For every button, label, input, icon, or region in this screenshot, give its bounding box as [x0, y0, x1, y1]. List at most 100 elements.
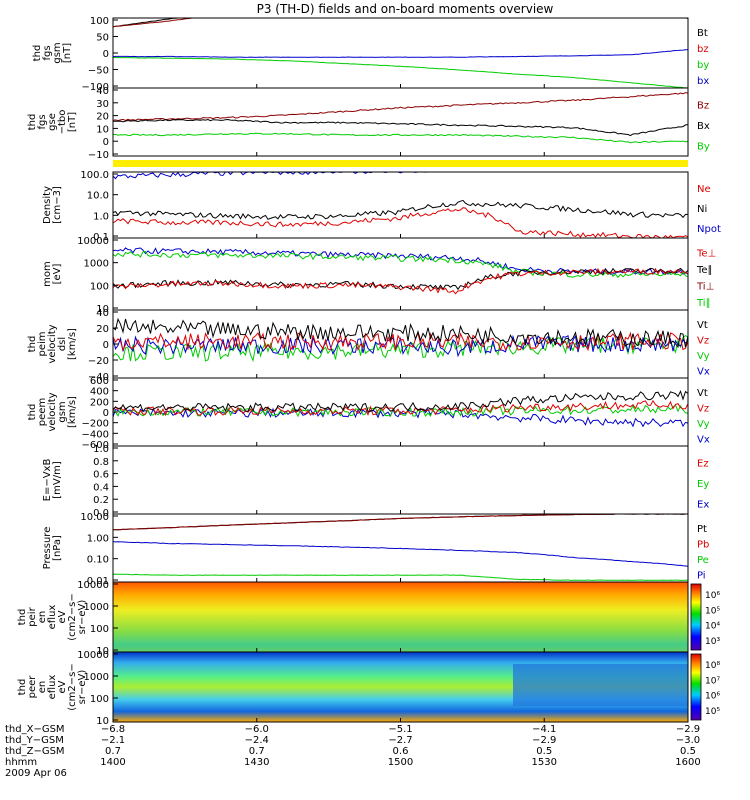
y-tick-label: 10: [96, 716, 109, 727]
y-tick-label: 600: [90, 376, 109, 387]
y-axis-label: gse: [47, 113, 58, 131]
y-tick-label: 30: [96, 99, 109, 110]
y-axis-label: [mV/m]: [52, 461, 63, 499]
y-tick-label: −400: [82, 429, 109, 440]
legend-vt: Vt: [697, 388, 708, 399]
y-tick-label: 1.0: [93, 444, 109, 455]
y-tick-label: 0.8: [93, 457, 109, 468]
legend-vt: Vt: [697, 320, 708, 331]
x-row-value: 0.7: [249, 746, 265, 757]
y-tick-label: 100: [90, 624, 109, 635]
panel-5: 40 20 0 −20 −40 thd peim velocity dsl [km/s] Vt Vz V…: [27, 308, 710, 383]
x-row-label: hhmm: [5, 757, 37, 768]
series-line-vz: [112, 331, 689, 352]
panel-frame: [112, 445, 689, 515]
series-line-ne: [112, 207, 689, 239]
y-tick-label: 50: [96, 33, 109, 44]
colorbar-tick: 10⁵: [705, 606, 720, 616]
y-axis-label: peim: [37, 331, 48, 356]
panel-7: 1.0 0.8 0.60.4 0.2 0.0 E=−VxB [mV/m] Ez Ey Ex: [42, 444, 709, 519]
series-line-pi: [112, 541, 689, 567]
y-axis-label: eV: [57, 680, 68, 693]
y-tick-label: −200: [82, 419, 109, 430]
legend-vz: Vz: [697, 335, 709, 346]
series-line-bt: [112, 17, 689, 28]
y-tick-label: 0: [103, 49, 109, 60]
y-axis-label: thd: [17, 679, 28, 696]
y-tick-label: 0.2: [93, 495, 109, 506]
legend-by: by: [697, 60, 709, 71]
x-row-value: −2.9: [676, 724, 700, 735]
colorbar-tick: 10⁶: [705, 692, 720, 702]
y-axis-label: −tbo: [57, 110, 68, 135]
x-row-label: thd_Z−GSM: [5, 746, 65, 757]
y-tick-label: 1000: [84, 602, 109, 613]
date-label: 2009 Apr 06: [5, 768, 67, 779]
x-row-value: 0.5: [680, 746, 696, 757]
legend-ex: Ex: [697, 500, 709, 511]
y-tick-label: 20: [96, 324, 109, 335]
colorbar-tick: 10⁷: [705, 676, 720, 686]
legend-pb: Pb: [697, 539, 709, 550]
series-line-vx: [112, 407, 689, 428]
y-tick-label: 100: [90, 281, 109, 292]
x-row-label: thd_X−GSM: [5, 724, 65, 735]
legend-te: Te∥: [696, 265, 713, 276]
legend-vy: Vy: [697, 419, 710, 430]
y-tick-label: 10.00: [80, 512, 109, 523]
panel-8: 10.00 1.00 0.10 0.01 Pressure [nPa] Pt Pb Pe Pi: [42, 512, 709, 587]
panel-frame: [112, 17, 689, 89]
y-axis-label: mom: [42, 261, 53, 287]
x-row-value: −5.1: [388, 724, 412, 735]
x-row-value: −6.8: [101, 724, 125, 735]
y-axis-label: (cm2−s−: [67, 663, 78, 710]
plot-title: P3 (TH-D) fields and on-board moments ov…: [257, 2, 554, 16]
x-row-value: 1500: [388, 757, 413, 768]
y-axis-label: en: [37, 681, 48, 694]
y-tick-label: 40: [96, 308, 109, 319]
y-axis-label: (cm2−s−: [67, 593, 78, 640]
x-row-value: 1600: [675, 757, 700, 768]
panel-3: 100.0 10.0 1.0 0.1 Density [cm−3] Ne Ni Npot: [42, 170, 721, 243]
y-axis-label: fgs: [42, 45, 53, 60]
legend-vx: Vx: [697, 434, 710, 445]
y-tick-label: 1000: [84, 672, 109, 683]
series-line-ti: [112, 250, 689, 279]
y-axis-label: [eV]: [52, 264, 63, 285]
colorbar-tick: 10³: [705, 637, 720, 647]
y-tick-label: −50: [88, 66, 109, 77]
series-line-bx: [113, 118, 689, 137]
x-row-value: −4.1: [532, 724, 556, 735]
legend-pt: Pt: [697, 524, 707, 535]
y-tick-label: 40: [96, 86, 109, 97]
y-axis-label: sr−eV): [77, 600, 88, 635]
series-line-bx: [112, 49, 689, 58]
y-axis-label: dsl: [57, 337, 68, 351]
y-axis-label: [km/s]: [67, 328, 78, 360]
series-line-te: [112, 267, 689, 291]
legend-bz: Bz: [697, 100, 709, 111]
x-row-value: 0.5: [536, 746, 552, 757]
series-line-pt: [112, 513, 688, 531]
legend-vx: Vx: [697, 366, 710, 377]
panel-10: 10⁸ 10⁷ 10⁶ 10⁵ 10000 1000 100 10 thd peer en eflux…: [17, 650, 720, 727]
x-row-value: −2.7: [388, 735, 412, 746]
x-row-value: −2.9: [532, 735, 556, 746]
x-row-value: 1400: [100, 757, 125, 768]
x-row-value: −2.4: [245, 735, 269, 746]
x-row-value: 1430: [244, 757, 269, 768]
y-tick-label: 10: [96, 124, 109, 135]
legend-ez: Ez: [697, 458, 709, 469]
y-axis-label: thd: [32, 45, 43, 62]
legend-vz: Vz: [697, 403, 709, 414]
panel-9: 10⁶ 10⁵ 10⁴ 10³ 10000 1000 100 10 thd peir en eflux…: [17, 580, 720, 657]
y-tick-label: 0.6: [93, 470, 109, 481]
y-axis-label: gsm: [52, 42, 63, 63]
y-axis-label: peem: [37, 398, 48, 426]
y-axis-label: thd: [27, 114, 38, 131]
legend-pe: Pe: [697, 555, 709, 566]
colorbar-2: [690, 653, 702, 721]
legend-npot: Npot: [697, 224, 721, 235]
panel-frame: [112, 171, 689, 239]
